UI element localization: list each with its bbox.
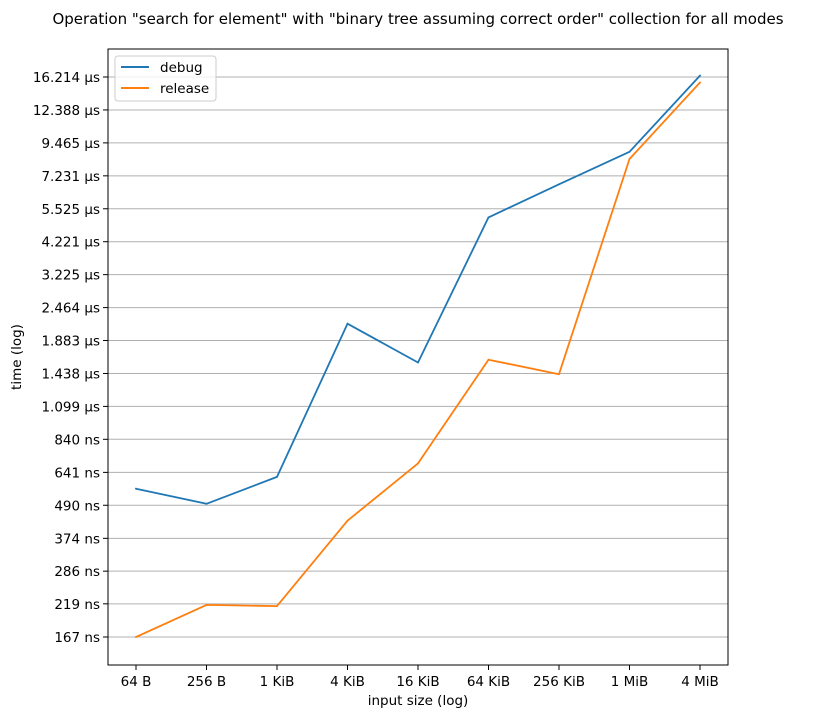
data-point-release — [487, 358, 490, 361]
y-tick-label: 7.231 µs — [41, 169, 100, 185]
data-point-release — [346, 519, 349, 522]
y-tick-label: 219 ns — [54, 597, 100, 613]
y-tick-label: 2.464 µs — [41, 301, 100, 317]
legend: debug release — [114, 55, 217, 102]
y-tick-label: 840 ns — [54, 432, 100, 448]
y-axis-label: time (log) — [9, 324, 25, 390]
x-tick-label: 1 KiB — [260, 674, 295, 690]
series-layer — [135, 74, 701, 638]
y-tick-label: 1.438 µs — [41, 366, 100, 382]
x-tick-label: 64 B — [121, 674, 152, 690]
data-point-release — [558, 373, 560, 376]
x-axis-label: input size (log) — [368, 693, 469, 709]
data-point-debug — [487, 216, 490, 219]
legend-label-debug: debug — [160, 60, 203, 76]
data-point-debug — [417, 361, 419, 364]
data-point-release — [205, 604, 208, 606]
y-tick-label: 9.465 µs — [41, 136, 100, 152]
y-tick-label: 1.099 µs — [41, 399, 100, 415]
y-tick-label: 5.525 µs — [41, 202, 100, 218]
y-tick-label: 4.221 µs — [41, 235, 100, 251]
data-point-release — [276, 605, 278, 607]
data-point-debug — [276, 475, 278, 478]
data-point-release — [699, 81, 701, 84]
grid-layer — [108, 76, 728, 638]
data-point-debug — [205, 502, 208, 505]
y-axis: 167 ns 219 ns 286 ns 374 ns 490 ns 641 ns 840 … — [33, 70, 108, 646]
y-tick-label: 16.214 µs — [33, 70, 100, 86]
data-point-release — [417, 462, 419, 465]
y-tick-label: 641 ns — [54, 465, 100, 481]
x-tick-label: 4 KiB — [330, 674, 365, 690]
x-tick-label: 4 MiB — [681, 674, 719, 690]
y-tick-label: 286 ns — [54, 564, 100, 580]
x-tick-label: 256 KiB — [533, 674, 585, 690]
chart-title: Operation "search for element" with "bin… — [52, 10, 783, 28]
data-point-release — [135, 636, 137, 638]
data-point-debug — [346, 322, 349, 325]
data-point-debug — [699, 74, 701, 77]
y-tick-label: 1.883 µs — [41, 334, 100, 350]
y-tick-label: 167 ns — [54, 630, 100, 646]
data-point-debug — [558, 183, 560, 186]
legend-label-release: release — [160, 81, 209, 97]
y-tick-label: 374 ns — [54, 531, 100, 547]
x-tick-label: 16 KiB — [396, 674, 439, 690]
y-tick-label: 490 ns — [54, 498, 100, 514]
data-point-release — [628, 158, 631, 160]
x-tick-label: 1 MiB — [611, 674, 649, 690]
y-tick-label: 12.388 µs — [33, 103, 100, 119]
y-tick-label: 3.225 µs — [41, 268, 100, 284]
x-tick-label: 256 B — [187, 674, 226, 690]
data-point-debug — [628, 150, 631, 153]
x-axis: 64 B 256 B 1 KiB 4 KiB 16 KiB 64 KiB 256 KiB 1 … — [121, 665, 719, 690]
x-tick-label: 64 KiB — [467, 674, 510, 690]
data-point-debug — [135, 487, 137, 490]
